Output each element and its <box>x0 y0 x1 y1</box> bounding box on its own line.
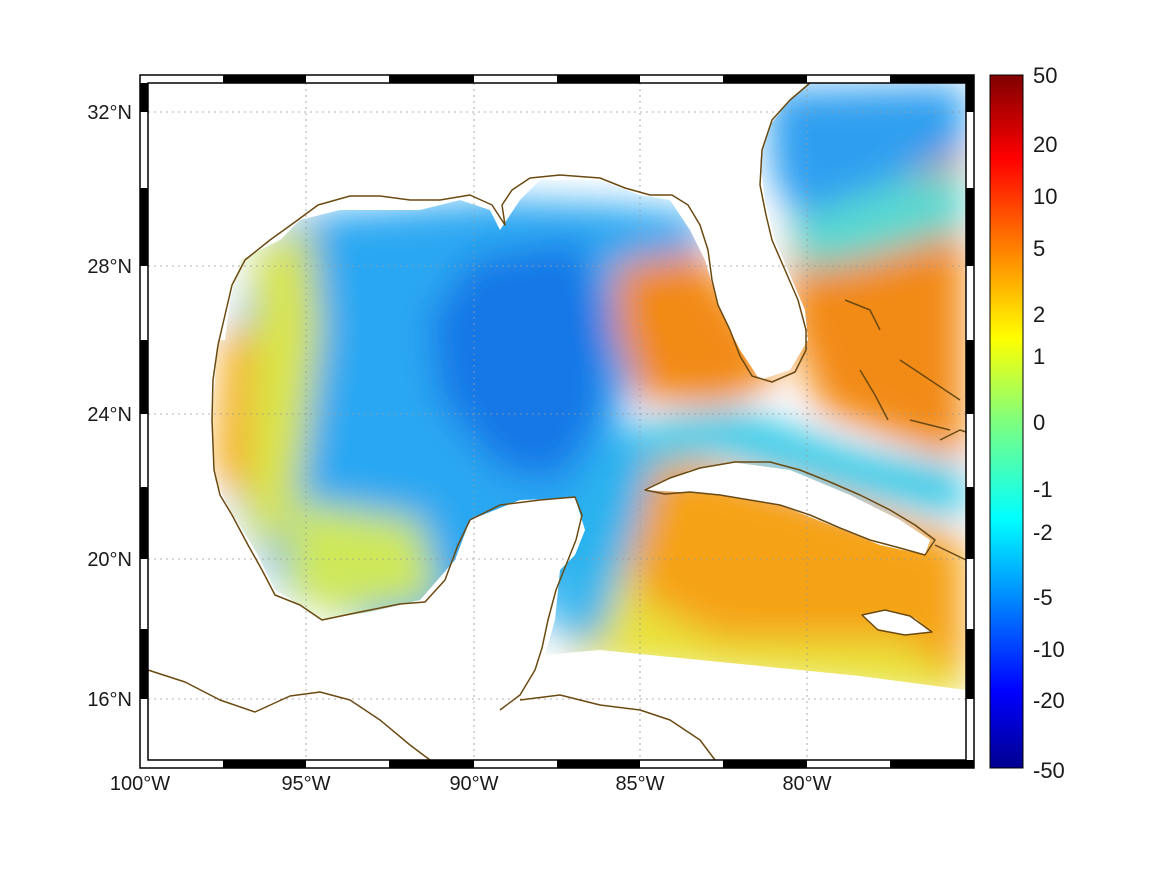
field-wfs <box>615 250 780 405</box>
coast-hispaniola <box>934 429 967 561</box>
coast-jamaica <box>861 609 933 636</box>
lon-label: 95°W <box>281 773 330 795</box>
colorbar-tick-label: -2 <box>1033 520 1053 545</box>
land-mask-jamaica <box>862 610 932 635</box>
colorbar-tick-label: -1 <box>1033 477 1053 502</box>
lat-label: 20°N <box>87 549 132 571</box>
lon-label: 100°W <box>110 773 170 795</box>
colorbar-tick-label: 0 <box>1033 410 1045 435</box>
coast-us-gulf <box>211 82 811 711</box>
colorbar-tick-label: 5 <box>1033 236 1045 261</box>
field-gulf-core <box>430 240 610 480</box>
map-frame <box>139 74 975 769</box>
graticule <box>148 83 966 760</box>
field-sw-yellow <box>285 500 440 615</box>
field-west-band <box>245 225 320 560</box>
field-cuba-band <box>640 410 965 520</box>
lat-label: 16°N <box>87 689 132 711</box>
lon-label: 85°W <box>615 773 664 795</box>
colorbar-tick-label: 10 <box>1033 184 1057 209</box>
field-atlantic-north <box>770 85 965 230</box>
colorbar-tick-label: 1 <box>1033 344 1045 369</box>
data-field <box>148 83 966 760</box>
lat-tick-labels: 32°N 28°N 24°N 20°N 16°N <box>87 102 132 711</box>
lon-label: 80°W <box>782 773 831 795</box>
colorbar: 50 20 10 5 2 1 0 -1 -2 -5 -10 -20 -50 <box>989 63 1065 783</box>
lat-label: 28°N <box>87 256 132 278</box>
field-caribbean-yellow <box>570 500 965 700</box>
coast-central-america <box>147 669 431 761</box>
colorbar-tick-label: -5 <box>1033 585 1053 610</box>
lat-label: 24°N <box>87 404 132 426</box>
colorbar-tick-label: 50 <box>1033 63 1057 88</box>
colorbar-tick-label: -50 <box>1033 758 1065 783</box>
coastlines <box>147 82 967 761</box>
lon-label: 90°W <box>449 773 498 795</box>
land-mask-mexico <box>148 340 966 760</box>
land-mask-us <box>148 83 810 380</box>
coast-cuba <box>644 461 936 556</box>
field-yucatan-channel <box>555 430 660 640</box>
coast-honduras <box>519 694 716 761</box>
colorbar-gradient <box>989 74 1024 769</box>
coast-bahamas <box>844 299 961 431</box>
colorbar-tick-label: 20 <box>1033 132 1057 157</box>
colorbar-tick-label: -20 <box>1033 688 1065 713</box>
colorbar-ticks: 50 20 10 5 2 1 0 -1 -2 -5 -10 -20 -50 <box>1033 63 1065 783</box>
land-mask-cuba <box>645 462 930 555</box>
lat-label: 32°N <box>87 102 132 124</box>
lon-tick-labels: 100°W 95°W 90°W 85°W 80°W <box>110 773 832 795</box>
colorbar-tick-label: -10 <box>1033 637 1065 662</box>
field-atlantic-mid <box>790 170 965 270</box>
colorbar-tick-label: 2 <box>1033 302 1045 327</box>
